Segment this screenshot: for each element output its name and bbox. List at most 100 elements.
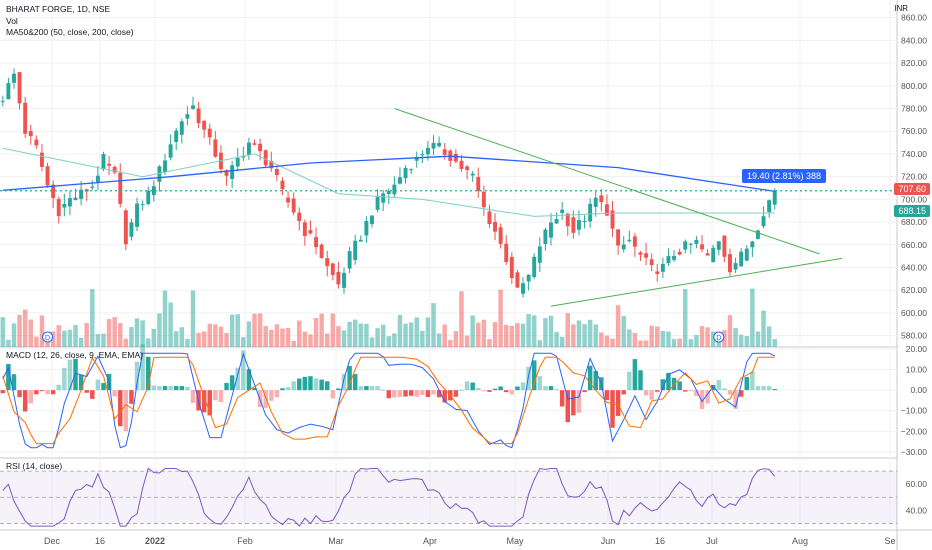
candle-body (246, 142, 251, 155)
macd-histogram-bar (341, 373, 347, 391)
volume-bar (503, 324, 509, 347)
volume-bar (531, 315, 537, 347)
volume-bar (772, 339, 777, 347)
candle-body (325, 258, 330, 267)
candle-body (163, 160, 167, 173)
macd-tick-label: 20.00 (906, 344, 928, 354)
candle-body (23, 102, 28, 134)
candle-body (677, 251, 682, 255)
macd-legend[interactable]: MACD (12, 26, close, 9, EMA, EMA) (6, 350, 143, 360)
macd-tick-label: −20.00 (901, 426, 928, 436)
time-tick-label: Dec (44, 536, 61, 546)
macd-histogram-bar (610, 390, 615, 428)
candle-body (157, 166, 162, 182)
volume-bar (733, 328, 738, 347)
candle-body (196, 108, 201, 124)
rsi-line (2, 467, 776, 527)
volume-bar (515, 323, 520, 347)
volume-bar (610, 338, 615, 347)
volume-bar (196, 332, 201, 347)
candle-body (716, 241, 721, 250)
macd-histogram-bar (565, 390, 571, 423)
macd-histogram-bar (235, 367, 240, 391)
rsi-legend[interactable]: RSI (14, close) (6, 461, 63, 471)
volume-bar (235, 314, 240, 347)
macd-histogram-bar (682, 390, 688, 392)
macd-histogram-bar (666, 372, 671, 391)
macd-histogram-bar (733, 390, 738, 409)
price-tick-label: 700.00 (901, 194, 927, 204)
price-tick-label: 840.00 (901, 35, 927, 45)
macd-histogram-bar (576, 390, 582, 413)
macd-histogram-bar (705, 390, 710, 404)
macd-tick-label: 0.00 (910, 385, 927, 395)
volume-legend[interactable]: Vol (6, 16, 18, 26)
dividend-marker-letter: D (716, 335, 721, 342)
ma200-line (2, 155, 775, 193)
candle-body (291, 198, 296, 213)
macd-histogram-bar (285, 387, 291, 391)
macd-histogram-bar (655, 390, 660, 392)
time-tick-label: 2022 (145, 536, 165, 546)
price-tick-label: 780.00 (901, 104, 927, 114)
volume-bar (246, 321, 252, 347)
volume-bar (185, 338, 190, 347)
volume-bar (134, 318, 140, 347)
candle-body (761, 216, 766, 227)
candle-body (554, 219, 559, 224)
candle-body (632, 236, 637, 247)
ma-legend[interactable]: MA50&200 (50, close, 200, close) (6, 27, 134, 37)
candle-body (56, 199, 61, 217)
candle-body (6, 83, 11, 100)
volume-bar (677, 338, 682, 347)
candle-body (750, 241, 755, 248)
macd-histogram-bar (492, 388, 498, 391)
candle-body (476, 177, 481, 192)
symbol-title[interactable]: BHARAT FORGE, 1D, NSE (6, 4, 111, 14)
volume-bar (397, 314, 403, 347)
macd-histogram-bar (134, 361, 140, 391)
volume-bar (73, 325, 78, 347)
macd-histogram-bar (229, 375, 235, 391)
volume-bar (341, 330, 347, 347)
candle-body (375, 196, 380, 210)
candle-body (549, 222, 553, 238)
macd-histogram-bar (621, 390, 626, 395)
macd-histogram-bar (772, 389, 777, 391)
volume-bar (84, 323, 89, 347)
candle-body (235, 158, 240, 167)
volume-bar (604, 335, 610, 347)
ma50-line (2, 147, 775, 217)
candle-body (638, 252, 643, 255)
volume-bar (358, 323, 364, 347)
macd-histogram-bar (179, 386, 185, 391)
macd-histogram-bar (39, 390, 45, 392)
candle-body (487, 211, 492, 225)
candle-body (593, 197, 598, 207)
macd-histogram-bar (347, 365, 352, 391)
volume-bar (369, 337, 375, 347)
candle-body (191, 105, 195, 109)
candle-body (118, 172, 123, 204)
candle-body (655, 271, 660, 274)
volume-bar (297, 320, 302, 347)
volume-bar (280, 328, 285, 347)
candle-body (129, 222, 134, 237)
candle-body (442, 149, 447, 155)
volume-bar (408, 322, 414, 347)
price-tick-label: 620.00 (901, 285, 927, 295)
candle-body (733, 263, 738, 270)
macd-histogram-bar (17, 390, 22, 398)
macd-histogram-bar (263, 390, 268, 408)
macd-histogram-bar (6, 363, 11, 391)
volume-bar (599, 332, 604, 347)
candle-body (414, 157, 419, 161)
volume-bar (442, 324, 447, 347)
volume-bar (330, 313, 336, 347)
macd-histogram-bar (118, 390, 123, 427)
volume-bar (621, 316, 626, 347)
macd-histogram-bar (28, 390, 34, 404)
volume-bar (17, 314, 22, 347)
macd-histogram-bar (101, 383, 106, 391)
